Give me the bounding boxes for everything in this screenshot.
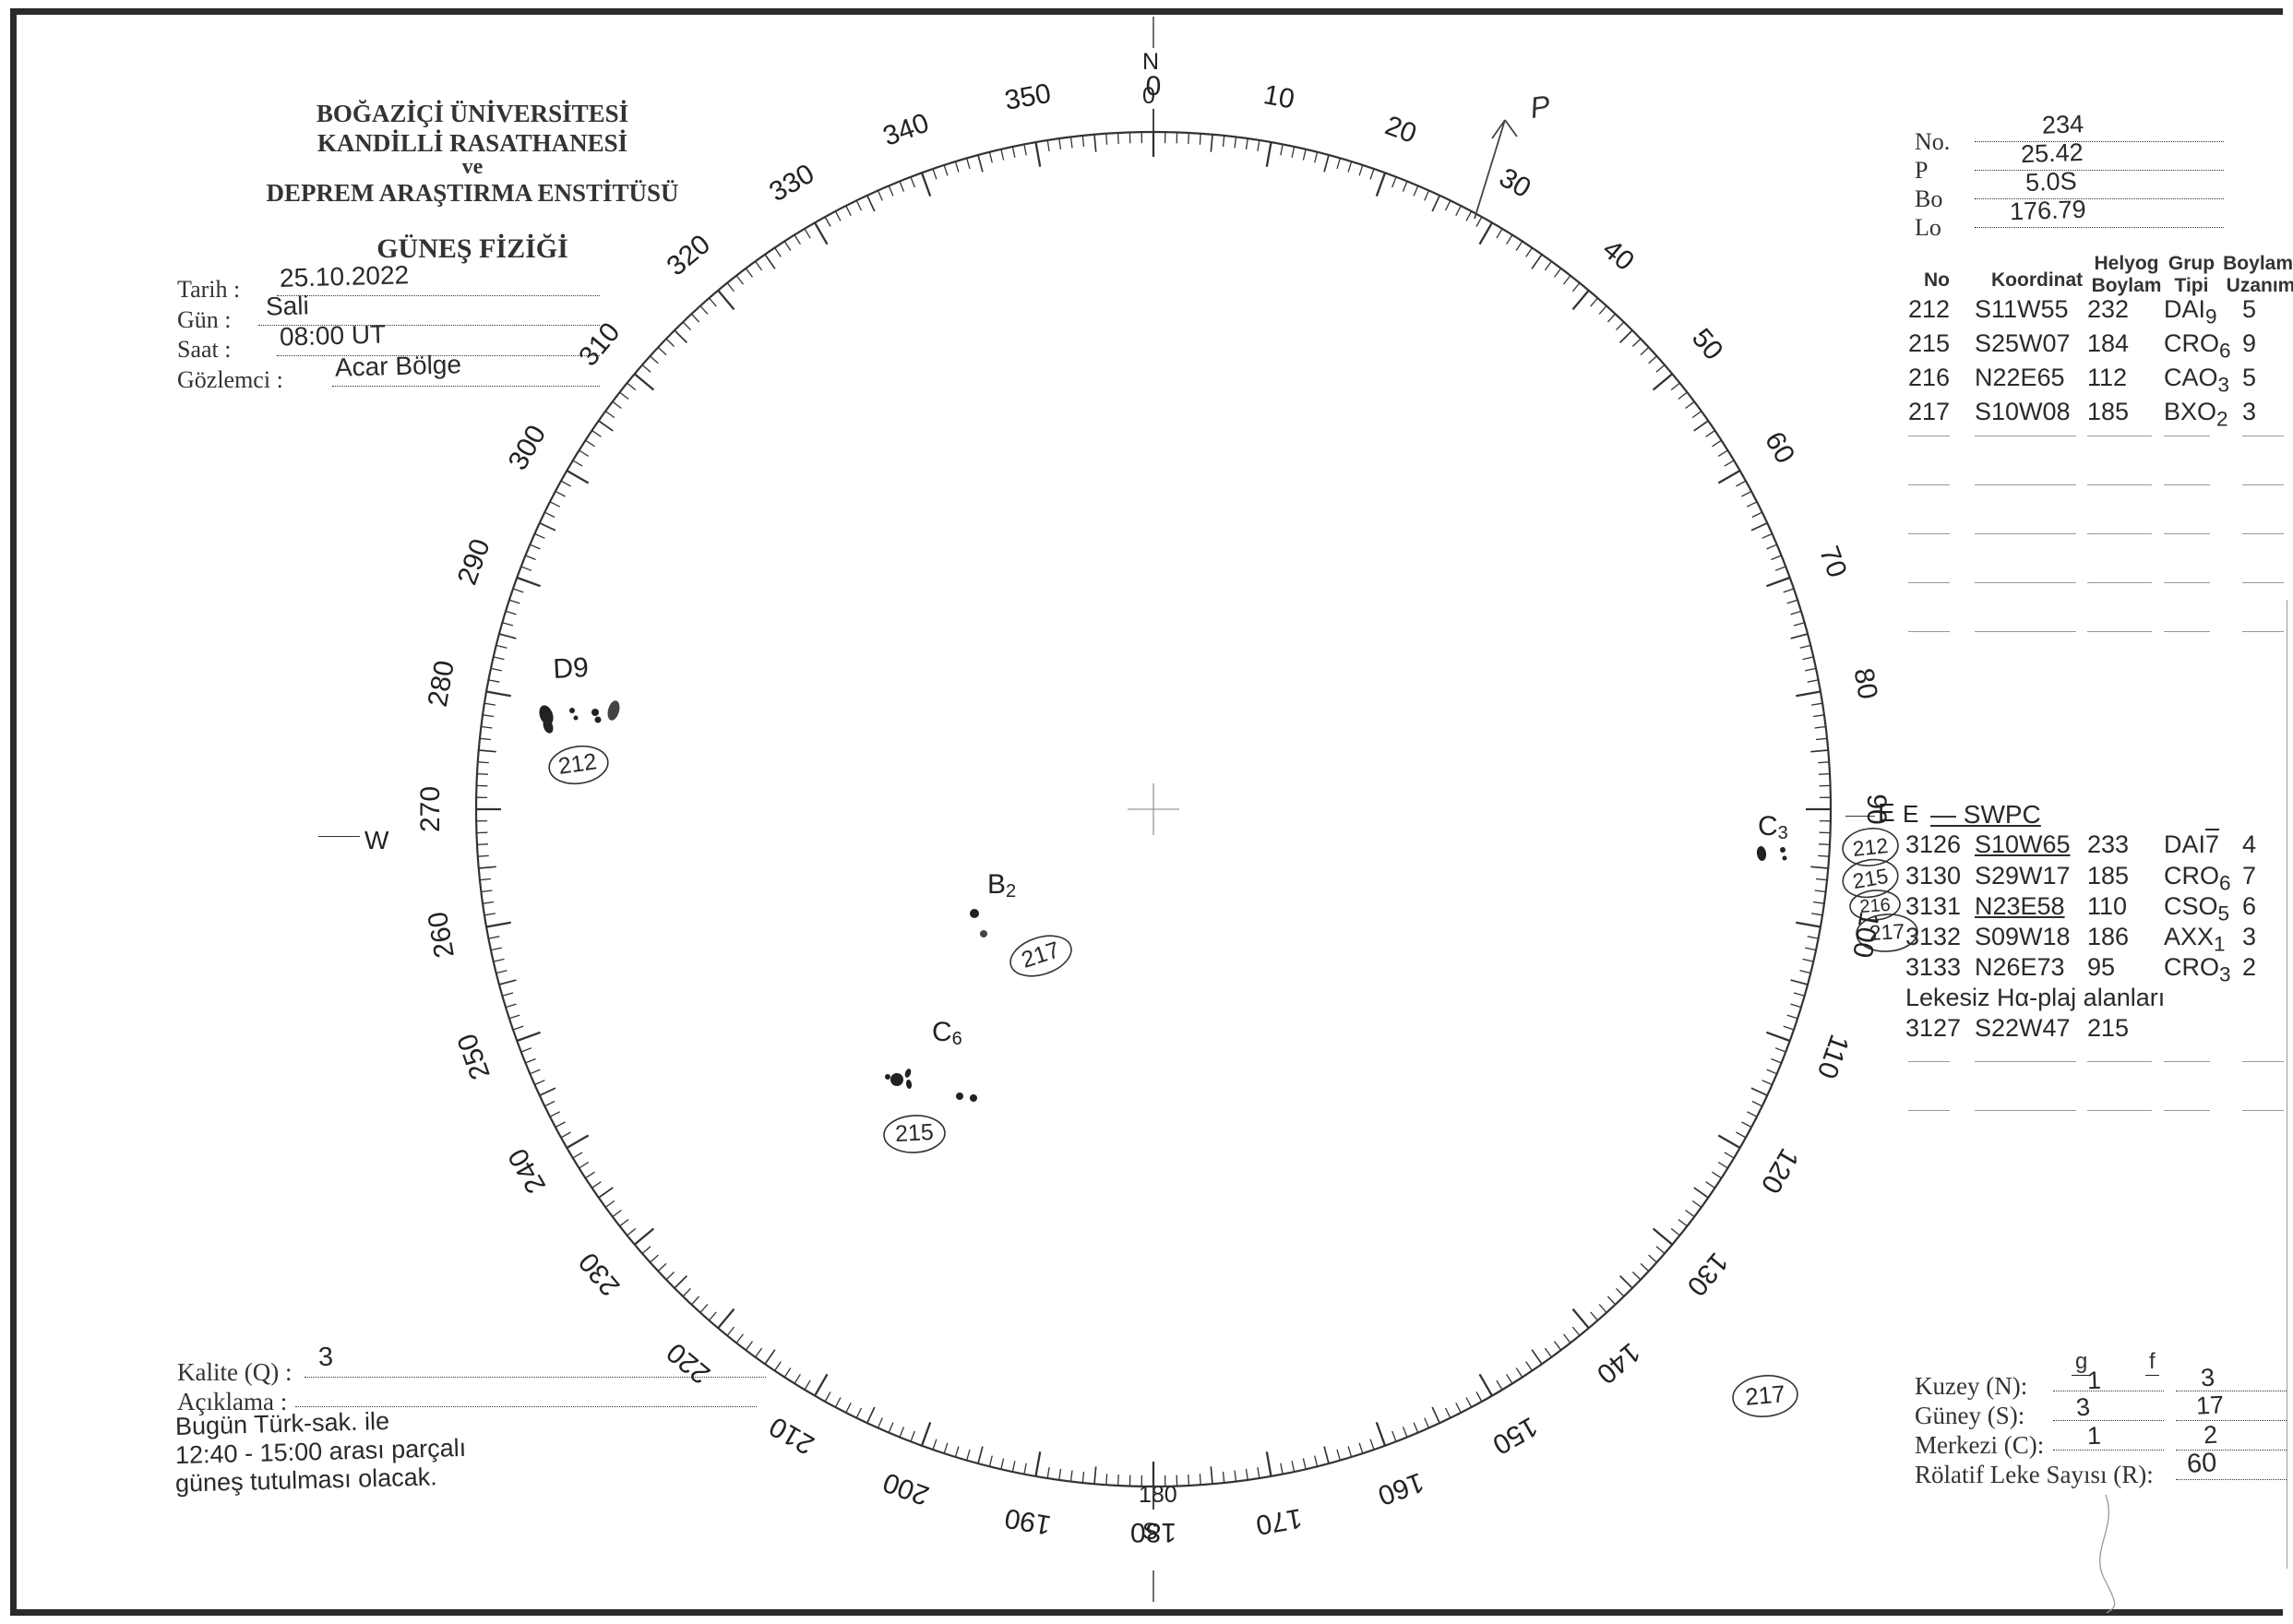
svg-text:100: 100 — [1846, 910, 1884, 961]
svg-text:140: 140 — [1591, 1336, 1646, 1389]
svg-text:280: 280 — [423, 658, 460, 709]
svg-text:270: 270 — [415, 786, 446, 832]
svg-text:30: 30 — [1494, 162, 1535, 204]
svg-text:0: 0 — [1146, 71, 1162, 102]
svg-text:320: 320 — [662, 229, 717, 281]
svg-text:110: 110 — [1811, 1031, 1855, 1082]
svg-text:250: 250 — [452, 1030, 496, 1083]
svg-text:120: 120 — [1755, 1143, 1805, 1199]
svg-text:40: 40 — [1596, 233, 1640, 277]
svg-text:60: 60 — [1759, 427, 1800, 469]
svg-text:80: 80 — [1848, 666, 1883, 702]
svg-text:190: 190 — [1002, 1502, 1053, 1540]
svg-text:130: 130 — [1680, 1247, 1733, 1302]
svg-text:310: 310 — [573, 317, 626, 373]
svg-text:300: 300 — [503, 420, 553, 475]
svg-text:230: 230 — [573, 1247, 626, 1302]
svg-text:P: P — [1528, 89, 1553, 125]
svg-text:240: 240 — [503, 1143, 553, 1199]
svg-text:50: 50 — [1686, 323, 1729, 366]
svg-text:70: 70 — [1813, 543, 1852, 582]
svg-text:20: 20 — [1381, 111, 1421, 149]
svg-text:150: 150 — [1487, 1411, 1543, 1461]
svg-text:330: 330 — [764, 159, 819, 209]
svg-text:290: 290 — [452, 535, 496, 589]
svg-text:90: 90 — [1861, 794, 1892, 824]
svg-text:160: 160 — [1374, 1466, 1427, 1511]
svg-text:340: 340 — [879, 108, 933, 152]
svg-text:210: 210 — [764, 1411, 819, 1461]
svg-text:180: 180 — [1130, 1517, 1176, 1547]
svg-text:220: 220 — [662, 1336, 717, 1389]
svg-text:170: 170 — [1254, 1502, 1305, 1540]
svg-text:10: 10 — [1261, 79, 1297, 114]
svg-text:350: 350 — [1002, 78, 1053, 116]
svg-text:200: 200 — [879, 1466, 933, 1511]
svg-text:260: 260 — [423, 910, 460, 961]
